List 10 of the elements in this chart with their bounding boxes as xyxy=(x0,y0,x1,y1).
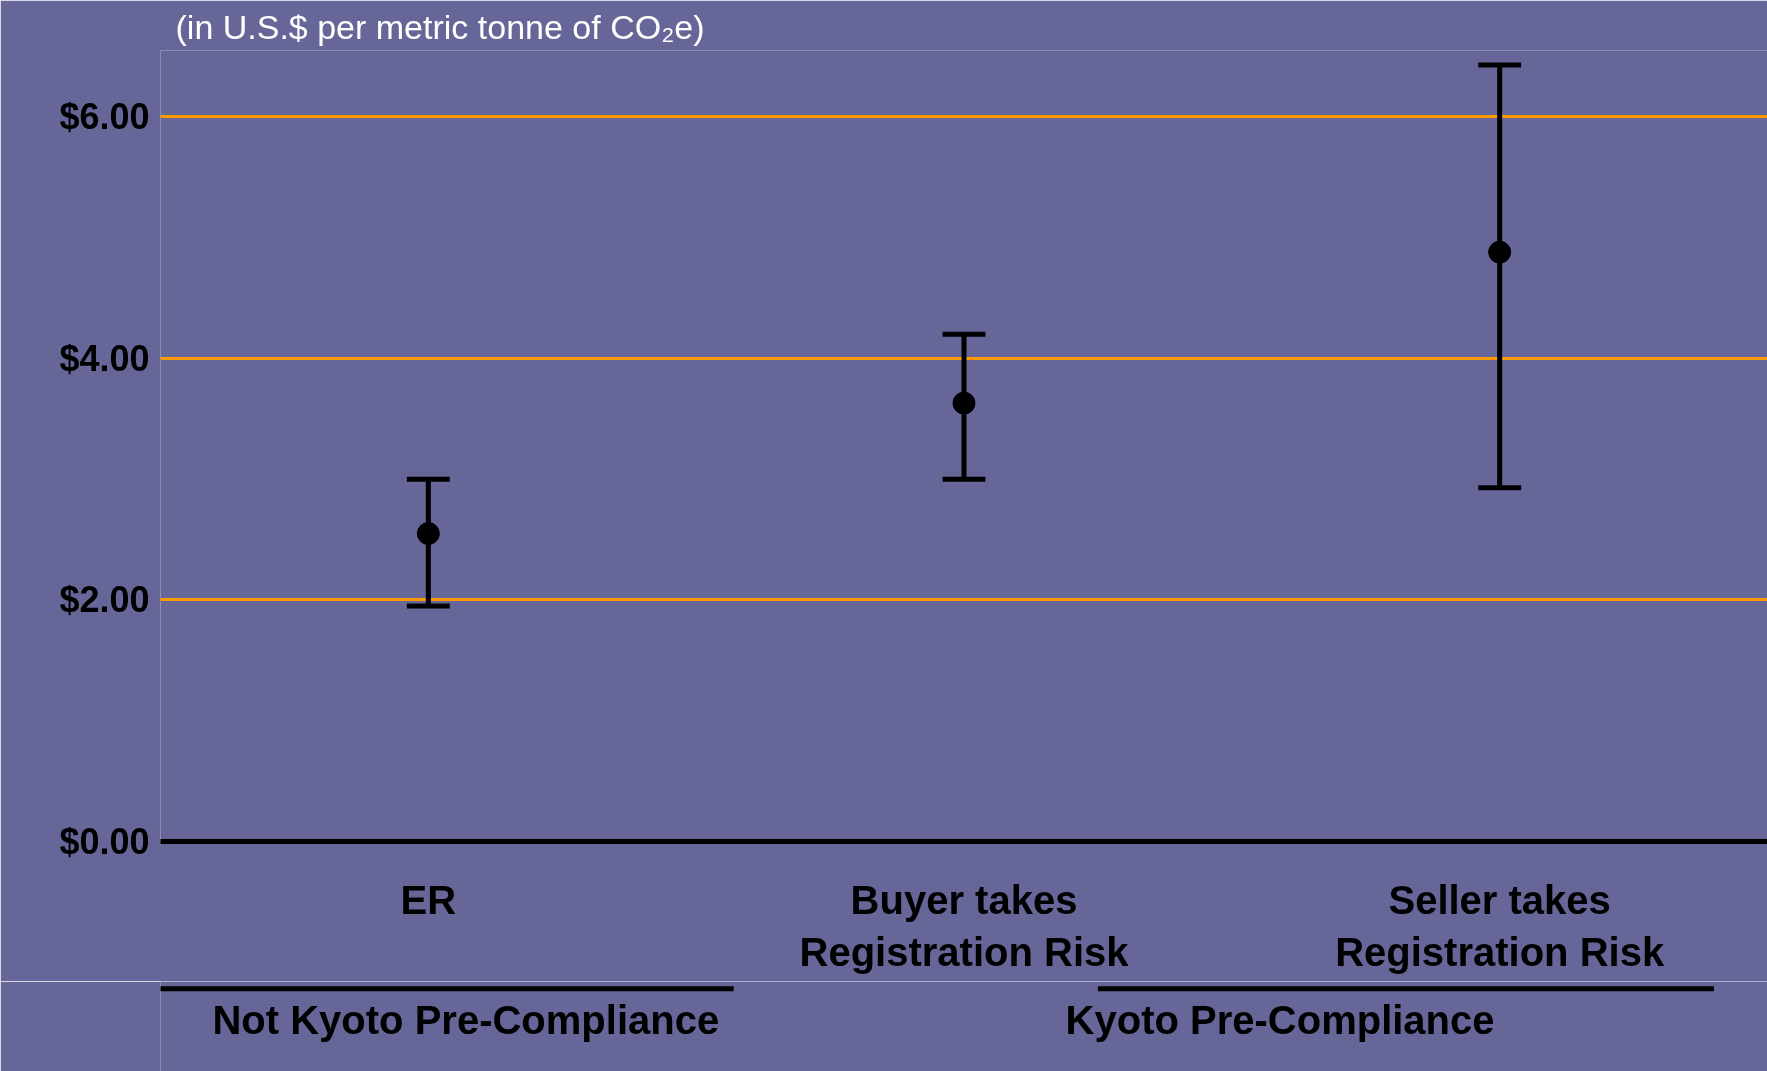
text: Not Kyoto Pre-Compliance xyxy=(212,997,720,1042)
y-tick-label: $6.00 xyxy=(59,96,150,138)
y-tick-label: $2.00 xyxy=(59,579,150,621)
y-tick-label: $4.00 xyxy=(59,337,150,379)
x-tick-label: ER xyxy=(400,877,457,922)
chart-subtitle: (in U.S.$ per metric tonne of CO₂e) xyxy=(175,7,705,46)
x-tick-label: Buyer takes Registration Risk xyxy=(799,877,1130,975)
x-tick-label: Seller takes Registration Risk xyxy=(1335,877,1665,975)
text: Kyoto Pre-Compliance xyxy=(1065,997,1495,1042)
y-tick-label: $0.00 xyxy=(59,821,150,862)
